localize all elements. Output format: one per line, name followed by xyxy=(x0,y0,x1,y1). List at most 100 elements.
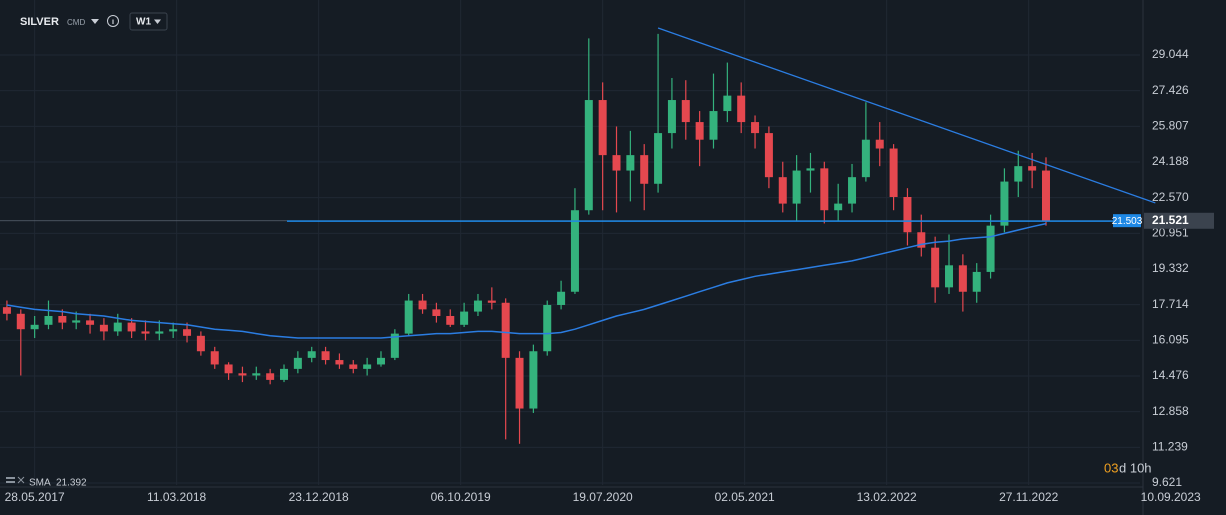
candle-body xyxy=(30,324,39,330)
candle-body xyxy=(86,320,95,325)
market: CMD xyxy=(67,18,85,27)
candle-body xyxy=(751,122,760,134)
y-tick-label: 17.714 xyxy=(1152,297,1189,311)
candle-body xyxy=(515,357,524,409)
candle-body xyxy=(764,133,773,178)
candle-body xyxy=(349,364,358,369)
candle-body xyxy=(446,315,455,325)
x-tick-label: 06.10.2019 xyxy=(431,490,491,504)
header: SILVER CMD W1 xyxy=(20,12,168,31)
candle-body xyxy=(376,357,385,365)
candle-body xyxy=(404,300,413,334)
x-tick-label: 19.07.2020 xyxy=(573,490,633,504)
candle-body xyxy=(806,168,815,171)
x-tick-label: 10.09.2023 xyxy=(1141,490,1201,504)
candle-body xyxy=(612,155,621,171)
candle-body xyxy=(432,309,441,316)
y-tick-label: 20.951 xyxy=(1152,226,1189,240)
candle-body xyxy=(99,324,108,332)
candle-body xyxy=(2,307,11,314)
candle-body xyxy=(723,95,732,112)
y-tick-label: 14.476 xyxy=(1152,368,1189,382)
candle-body xyxy=(58,315,67,323)
candle-body xyxy=(557,291,566,305)
legend-name: SMA xyxy=(29,478,51,489)
candle-body xyxy=(1028,166,1037,171)
level-tag xyxy=(1113,214,1141,228)
trendline xyxy=(657,27,1156,204)
candle-body xyxy=(155,331,164,334)
candle-body xyxy=(626,155,635,171)
axes: 29.044 27.426 25.807 24.188 22.570 20.951 19.3… xyxy=(5,47,1214,504)
grid xyxy=(0,0,1140,485)
candle-body xyxy=(640,155,649,184)
candle-body xyxy=(529,351,538,409)
legend: SMA 21.392 xyxy=(6,476,87,489)
candle-body xyxy=(183,329,192,336)
candle-body xyxy=(834,203,843,211)
legend-value: 21.392 xyxy=(56,478,87,489)
countdown-days: 03 xyxy=(1104,460,1118,475)
candle-body xyxy=(709,111,718,140)
x-tick-label: 02.05.2021 xyxy=(715,490,775,504)
candle-body xyxy=(570,210,579,292)
plot-area xyxy=(0,27,1156,444)
info-icon[interactable] xyxy=(107,15,119,27)
sma-line xyxy=(6,222,1047,339)
candle-body xyxy=(266,373,275,380)
timeframe-dropdown-icon xyxy=(154,19,161,24)
timeframe: W1 xyxy=(136,17,151,28)
y-tick-label: 11.239 xyxy=(1152,440,1188,454)
candle-body xyxy=(848,177,857,204)
y-tick-label: 12.858 xyxy=(1152,404,1189,418)
level-label: 21.503 xyxy=(1112,216,1143,227)
candle-body xyxy=(792,170,801,204)
candle-body xyxy=(141,331,150,334)
candle-body xyxy=(196,335,205,352)
x-tick-label: 13.02.2022 xyxy=(857,490,917,504)
candle-body xyxy=(501,302,510,358)
dropdown-icon[interactable] xyxy=(91,19,99,24)
candle-body xyxy=(986,225,995,272)
candle-body xyxy=(238,373,247,376)
candle-body xyxy=(903,196,912,233)
x-tick-label: 28.05.2017 xyxy=(5,490,65,504)
y-tick-label: 9.621 xyxy=(1152,475,1182,489)
candle-body xyxy=(875,139,884,149)
candle-body xyxy=(861,139,870,178)
candle-body xyxy=(363,364,372,369)
y-tick-label: 24.188 xyxy=(1152,154,1189,168)
countdown-rest: d 10h xyxy=(1119,460,1152,475)
candle-body xyxy=(307,351,316,358)
x-tick-label: 27.11.2022 xyxy=(999,490,1058,504)
last-price-tag xyxy=(1144,212,1214,229)
candle-body xyxy=(487,300,496,303)
legend-icon xyxy=(6,481,15,483)
legend-close-icon[interactable] xyxy=(17,476,25,484)
candle-body xyxy=(72,320,81,323)
legend-icon xyxy=(6,477,15,479)
last-price-label: 21.521 xyxy=(1152,213,1189,227)
candle-body xyxy=(224,364,233,374)
candle-body xyxy=(460,311,469,325)
candle-body xyxy=(390,333,399,358)
x-tick-label: 11.03.2018 xyxy=(147,490,206,504)
candle-body xyxy=(280,368,289,380)
candle-body xyxy=(293,357,302,369)
candle-body xyxy=(958,265,967,292)
candle-body xyxy=(931,247,940,288)
timeframe-button[interactable] xyxy=(129,12,168,31)
candle-body xyxy=(473,300,482,312)
candle-body xyxy=(681,100,690,123)
candle-body xyxy=(210,351,219,365)
y-tick-label: 19.332 xyxy=(1152,261,1189,275)
candle-body xyxy=(820,168,829,211)
candle-body xyxy=(584,100,593,211)
candle-body xyxy=(737,95,746,123)
candle-body xyxy=(1014,166,1023,182)
candle-body xyxy=(598,100,607,156)
y-tick-label: 25.807 xyxy=(1152,119,1189,133)
candle-body xyxy=(418,300,427,310)
